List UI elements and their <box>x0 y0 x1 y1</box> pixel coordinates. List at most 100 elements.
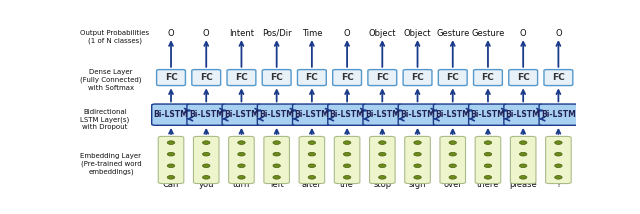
FancyBboxPatch shape <box>334 136 360 184</box>
Ellipse shape <box>273 141 280 144</box>
Ellipse shape <box>202 175 210 179</box>
FancyBboxPatch shape <box>468 104 508 125</box>
Ellipse shape <box>344 152 351 156</box>
Ellipse shape <box>202 152 210 156</box>
Text: FC: FC <box>270 73 283 82</box>
Text: left: left <box>270 180 284 189</box>
Ellipse shape <box>520 164 527 168</box>
Text: FC: FC <box>305 73 318 82</box>
FancyBboxPatch shape <box>292 104 331 125</box>
Text: turn: turn <box>233 180 250 189</box>
Text: O: O <box>344 29 351 38</box>
Ellipse shape <box>237 141 245 144</box>
Text: Bi-LSTM: Bi-LSTM <box>365 110 400 119</box>
Ellipse shape <box>555 164 562 168</box>
Text: FC: FC <box>411 73 424 82</box>
Ellipse shape <box>449 175 456 179</box>
FancyBboxPatch shape <box>403 70 432 86</box>
Text: the: the <box>340 180 354 189</box>
Text: Intent: Intent <box>229 29 254 38</box>
Text: FC: FC <box>235 73 248 82</box>
Text: Can: Can <box>163 180 179 189</box>
FancyBboxPatch shape <box>438 70 467 86</box>
FancyBboxPatch shape <box>222 104 260 125</box>
Text: over: over <box>444 180 462 189</box>
Text: FC: FC <box>446 73 459 82</box>
FancyBboxPatch shape <box>433 104 472 125</box>
FancyBboxPatch shape <box>440 136 465 184</box>
Ellipse shape <box>414 175 421 179</box>
FancyBboxPatch shape <box>511 136 536 184</box>
Ellipse shape <box>308 164 316 168</box>
Ellipse shape <box>202 141 210 144</box>
Text: Bi-LSTM: Bi-LSTM <box>189 110 223 119</box>
Ellipse shape <box>414 152 421 156</box>
Ellipse shape <box>484 175 492 179</box>
Text: sign: sign <box>409 180 426 189</box>
FancyBboxPatch shape <box>228 136 254 184</box>
Ellipse shape <box>379 141 386 144</box>
Text: Object: Object <box>369 29 396 38</box>
FancyBboxPatch shape <box>539 104 578 125</box>
Text: Bi-LSTM: Bi-LSTM <box>470 110 506 119</box>
FancyBboxPatch shape <box>474 70 502 86</box>
Ellipse shape <box>273 175 280 179</box>
Text: FC: FC <box>200 73 212 82</box>
Ellipse shape <box>308 175 316 179</box>
FancyBboxPatch shape <box>193 136 219 184</box>
Text: FC: FC <box>552 73 564 82</box>
Ellipse shape <box>308 152 316 156</box>
Ellipse shape <box>308 141 316 144</box>
Ellipse shape <box>167 175 175 179</box>
Text: FC: FC <box>340 73 353 82</box>
FancyBboxPatch shape <box>299 136 324 184</box>
FancyBboxPatch shape <box>475 136 500 184</box>
Text: Time: Time <box>301 29 322 38</box>
Ellipse shape <box>555 141 562 144</box>
FancyBboxPatch shape <box>257 104 296 125</box>
Ellipse shape <box>237 164 245 168</box>
Ellipse shape <box>237 175 245 179</box>
FancyBboxPatch shape <box>227 70 256 86</box>
FancyBboxPatch shape <box>152 104 190 125</box>
FancyBboxPatch shape <box>333 70 362 86</box>
FancyBboxPatch shape <box>368 70 397 86</box>
Text: Bi-LSTM: Bi-LSTM <box>259 110 294 119</box>
Ellipse shape <box>344 164 351 168</box>
Text: Gesture: Gesture <box>471 29 505 38</box>
Ellipse shape <box>167 164 175 168</box>
Text: Embedding Layer
(Pre-trained word
embeddings): Embedding Layer (Pre-trained word embedd… <box>81 153 141 175</box>
Text: Bidirectional
LSTM Layer(s)
with Dropout: Bidirectional LSTM Layer(s) with Dropout <box>81 109 130 130</box>
FancyBboxPatch shape <box>398 104 437 125</box>
Text: after: after <box>302 180 322 189</box>
Ellipse shape <box>484 141 492 144</box>
FancyBboxPatch shape <box>509 70 538 86</box>
Ellipse shape <box>414 141 421 144</box>
Text: Object: Object <box>404 29 431 38</box>
Text: Bi-LSTM: Bi-LSTM <box>541 110 576 119</box>
FancyBboxPatch shape <box>264 136 289 184</box>
FancyBboxPatch shape <box>546 136 571 184</box>
FancyBboxPatch shape <box>504 104 543 125</box>
Text: Gesture: Gesture <box>436 29 469 38</box>
Ellipse shape <box>344 175 351 179</box>
Ellipse shape <box>520 141 527 144</box>
Ellipse shape <box>555 152 562 156</box>
Text: stop: stop <box>373 180 392 189</box>
Ellipse shape <box>484 164 492 168</box>
Ellipse shape <box>555 175 562 179</box>
Ellipse shape <box>484 152 492 156</box>
Ellipse shape <box>449 152 456 156</box>
FancyBboxPatch shape <box>369 136 395 184</box>
Text: FC: FC <box>517 73 529 82</box>
Ellipse shape <box>379 175 386 179</box>
Text: O: O <box>168 29 174 38</box>
Text: please: please <box>509 180 537 189</box>
Ellipse shape <box>379 164 386 168</box>
FancyBboxPatch shape <box>544 70 573 86</box>
Ellipse shape <box>449 164 456 168</box>
Text: Bi-LSTM: Bi-LSTM <box>400 110 435 119</box>
Text: O: O <box>203 29 209 38</box>
FancyBboxPatch shape <box>298 70 326 86</box>
FancyBboxPatch shape <box>192 70 221 86</box>
